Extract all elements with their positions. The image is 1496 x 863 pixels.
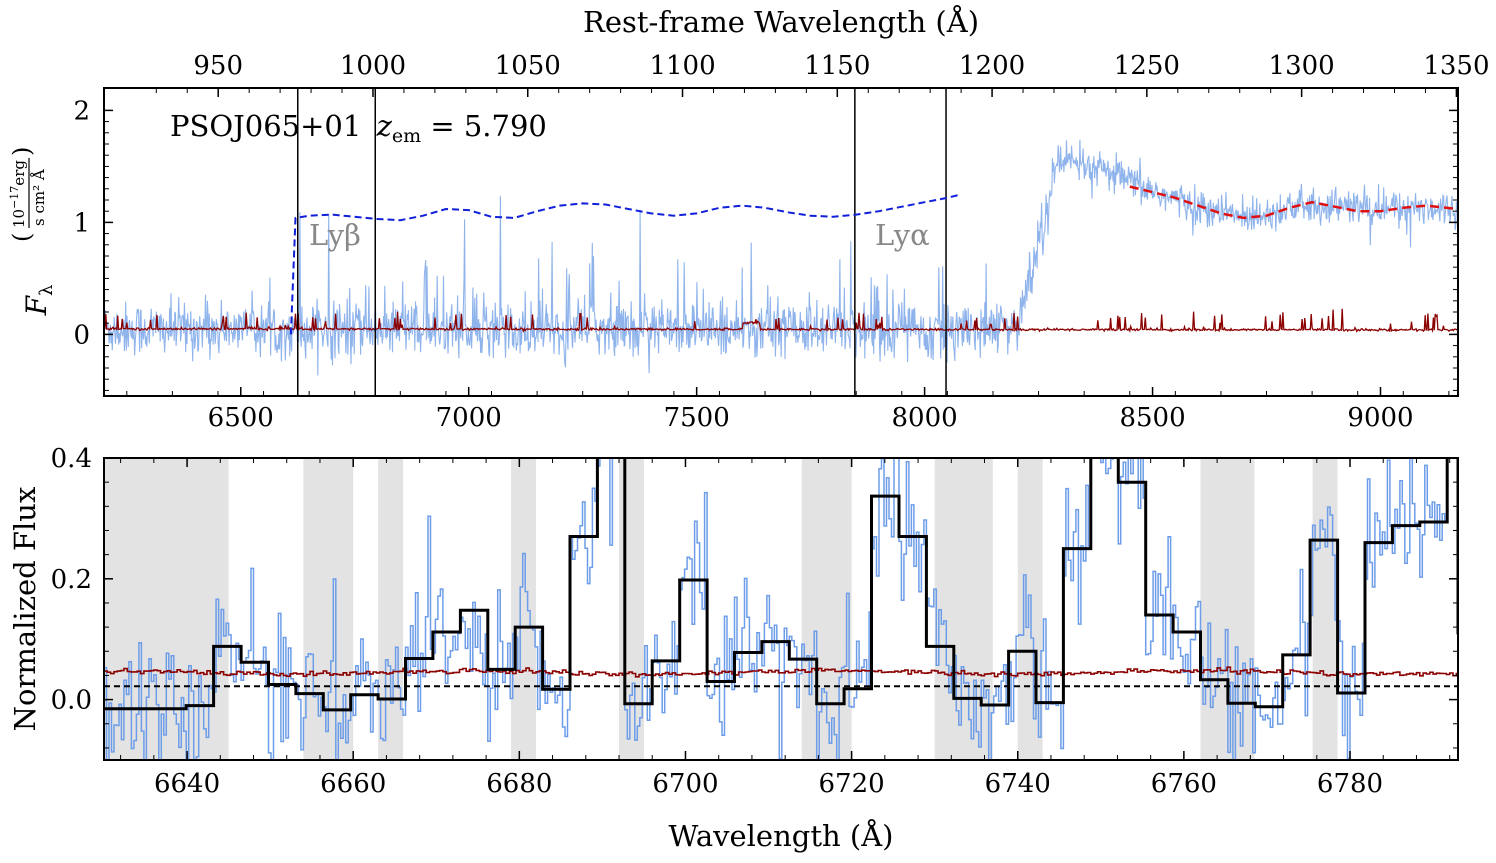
bottom-x-tick-label: 6720 (819, 769, 885, 799)
top-x-tick-label: 6500 (208, 403, 274, 433)
rest-x-tick-label: 1000 (340, 51, 406, 81)
svg-text:s cm² Å: s cm² Å (30, 169, 48, 226)
bottom-x-axis-title: Wavelength (Å) (669, 818, 894, 853)
top-y-axis-title: Fλ ( 10−17erg s cm² Å ) (8, 147, 57, 317)
lyman-beta-label: Lyβ (309, 218, 361, 252)
bottom-y-tick-label: 0.0 (51, 686, 92, 716)
top-x-tick-label: 8500 (1119, 403, 1185, 433)
top-y-tick-label: 1 (73, 208, 90, 238)
masked-region (1312, 458, 1338, 760)
top-x-tick-label: 7500 (664, 403, 730, 433)
rest-x-tick-label: 1350 (1423, 51, 1489, 81)
flux-spectrum-line (104, 139, 1458, 376)
top-y-tick-label: 0 (73, 320, 90, 350)
binned-flux-step-line (104, 458, 1458, 712)
masked-region (619, 458, 644, 760)
top-plot-area (104, 88, 1458, 396)
top-x-tick-label: 9000 (1347, 403, 1413, 433)
rest-frame-ticks: 950 1000 1050 1100 1150 1200 1250 1300 1350 (155, 51, 1489, 97)
rest-x-tick-label: 1050 (495, 51, 561, 81)
rest-x-tick-label: 1150 (804, 51, 870, 81)
top-x-tick-label: 7000 (436, 403, 502, 433)
masked-region (934, 458, 993, 760)
rest-x-tick-label: 950 (193, 51, 243, 81)
svg-text:10−17erg: 10−17erg (8, 160, 28, 228)
top-axis-ticks: 6500 7000 7500 8000 8500 9000 0 1 2 (73, 96, 1458, 433)
svg-text:(: ( (8, 233, 36, 242)
svg-text:): ) (8, 147, 36, 156)
svg-text:Fλ: Fλ (20, 285, 57, 317)
rest-x-tick-label: 1250 (1114, 51, 1180, 81)
bottom-plot-area (104, 458, 1458, 760)
bottom-x-tick-label: 6740 (985, 769, 1051, 799)
rest-x-tick-label: 1100 (649, 51, 715, 81)
top-axis-title: Rest-frame Wavelength (Å) (583, 4, 979, 39)
top-spectrum-panel: Rest-frame Wavelength (Å) 950 1000 1050 110… (8, 4, 1489, 433)
bottom-x-tick-label: 6760 (1151, 769, 1217, 799)
continuum-model-line (289, 193, 962, 335)
lyman-alpha-label: Lyα (875, 218, 930, 252)
bottom-y-tick-label: 0.4 (51, 444, 92, 474)
bottom-x-tick-label: 6680 (486, 769, 552, 799)
bottom-axis-ticks: 6640 6660 6680 6700 6720 6740 6760 6780 0.0 0.2 0.… (51, 444, 1458, 799)
bottom-x-tick-label: 6640 (154, 769, 220, 799)
bottom-y-axis-title: Normalized Flux (8, 487, 42, 732)
bottom-spectrum-panel: 6640 6660 6680 6700 6720 6740 6760 6780 0.0 0.2 0.… (8, 444, 1459, 853)
normalized-error-line (104, 666, 1458, 678)
rest-x-tick-label: 1200 (959, 51, 1025, 81)
top-x-tick-label: 8000 (892, 403, 958, 433)
red-model-line (1129, 185, 1458, 220)
bottom-frame (103, 457, 1459, 761)
bottom-x-tick-label: 6660 (320, 769, 386, 799)
masked-region (511, 458, 536, 760)
object-label: PSOJ065+01 zem = 5.790 (170, 109, 547, 147)
bottom-x-tick-label: 6700 (652, 769, 718, 799)
bottom-x-tick-label: 6780 (1317, 769, 1383, 799)
masked-region (378, 458, 404, 760)
masked-regions (104, 458, 1338, 760)
absorption-marker-lines (297, 88, 947, 396)
rest-x-tick-label: 1300 (1269, 51, 1335, 81)
normalized-flux-line (104, 458, 1448, 760)
top-frame (103, 87, 1459, 397)
top-y-tick-label: 2 (73, 96, 90, 126)
error-spectrum-line (104, 308, 1458, 334)
bottom-y-tick-label: 0.2 (51, 565, 92, 595)
